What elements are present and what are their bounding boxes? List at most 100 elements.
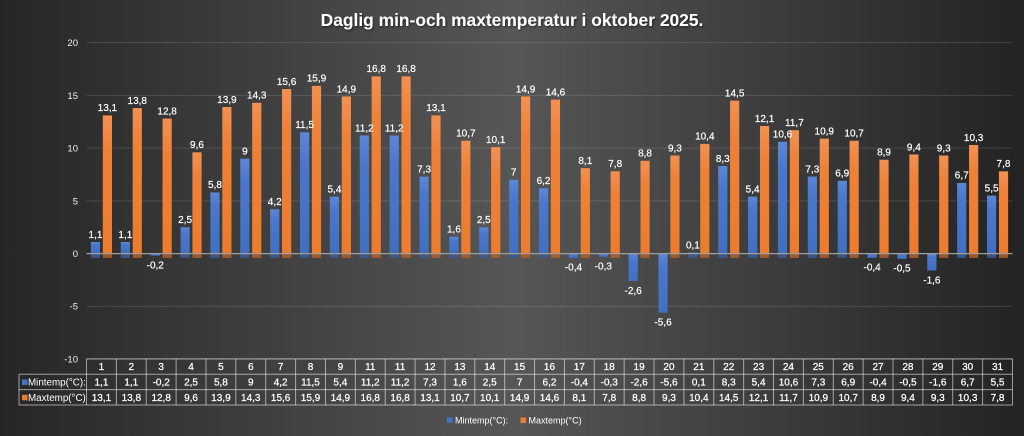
svg-text:7,8: 7,8 bbox=[608, 159, 622, 170]
svg-text:0,1: 0,1 bbox=[692, 377, 706, 388]
svg-text:11,2: 11,2 bbox=[391, 377, 410, 388]
svg-text:6,9: 6,9 bbox=[835, 169, 849, 180]
svg-text:-0,5: -0,5 bbox=[893, 264, 911, 275]
svg-text:14,5: 14,5 bbox=[719, 393, 739, 404]
svg-text:1,6: 1,6 bbox=[453, 377, 467, 388]
svg-text:6,7: 6,7 bbox=[961, 377, 975, 388]
svg-text:13: 13 bbox=[454, 362, 466, 373]
svg-text:8,1: 8,1 bbox=[578, 156, 592, 167]
svg-text:10,6: 10,6 bbox=[779, 377, 799, 388]
svg-text:13,1: 13,1 bbox=[426, 103, 446, 114]
svg-text:4,2: 4,2 bbox=[274, 377, 288, 388]
svg-text:8,3: 8,3 bbox=[716, 154, 730, 165]
svg-text:6,2: 6,2 bbox=[543, 377, 557, 388]
svg-text:Mintemp(°C):: Mintemp(°C): bbox=[455, 415, 508, 425]
svg-text:12: 12 bbox=[424, 362, 436, 373]
svg-text:Maxtemp(°C): Maxtemp(°C) bbox=[28, 393, 86, 404]
svg-text:16,8: 16,8 bbox=[396, 64, 416, 75]
svg-text:10,7: 10,7 bbox=[456, 129, 476, 140]
svg-text:2,5: 2,5 bbox=[483, 377, 497, 388]
svg-text:14,9: 14,9 bbox=[337, 84, 357, 95]
svg-text:8,9: 8,9 bbox=[871, 393, 885, 404]
svg-text:11,2: 11,2 bbox=[385, 123, 404, 134]
svg-text:-0,2: -0,2 bbox=[147, 261, 165, 272]
svg-text:13,1: 13,1 bbox=[92, 393, 112, 404]
svg-text:13,1: 13,1 bbox=[98, 103, 118, 114]
svg-text:10,9: 10,9 bbox=[815, 126, 835, 137]
svg-text:-5,6: -5,6 bbox=[654, 317, 672, 328]
svg-text:10: 10 bbox=[67, 144, 78, 155]
svg-text:11,2: 11,2 bbox=[355, 123, 374, 134]
svg-text:2: 2 bbox=[129, 362, 135, 373]
svg-text:9: 9 bbox=[242, 146, 248, 157]
svg-text:12,8: 12,8 bbox=[157, 106, 177, 117]
svg-text:11,7: 11,7 bbox=[779, 393, 798, 404]
svg-text:10,7: 10,7 bbox=[450, 393, 470, 404]
svg-text:18: 18 bbox=[604, 362, 616, 373]
svg-text:1,6: 1,6 bbox=[447, 225, 461, 236]
svg-text:15,6: 15,6 bbox=[271, 393, 291, 404]
svg-text:8,1: 8,1 bbox=[572, 393, 586, 404]
svg-text:4: 4 bbox=[188, 362, 194, 373]
svg-text:17: 17 bbox=[574, 362, 586, 373]
svg-text:-2,6: -2,6 bbox=[625, 286, 643, 297]
svg-text:26: 26 bbox=[843, 362, 855, 373]
svg-text:8,8: 8,8 bbox=[638, 149, 652, 160]
svg-text:13,9: 13,9 bbox=[217, 95, 237, 106]
svg-text:10,7: 10,7 bbox=[844, 129, 864, 140]
svg-text:12,8: 12,8 bbox=[151, 393, 171, 404]
svg-text:9,4: 9,4 bbox=[901, 393, 915, 404]
svg-text:16,8: 16,8 bbox=[366, 64, 386, 75]
svg-text:11,5: 11,5 bbox=[301, 377, 320, 388]
svg-text:3: 3 bbox=[158, 362, 164, 373]
svg-text:9,3: 9,3 bbox=[931, 393, 945, 404]
svg-text:15: 15 bbox=[514, 362, 526, 373]
svg-text:5,5: 5,5 bbox=[985, 183, 999, 194]
svg-text:9,3: 9,3 bbox=[662, 393, 676, 404]
svg-text:-5,6: -5,6 bbox=[660, 377, 678, 388]
svg-text:14,3: 14,3 bbox=[247, 91, 267, 102]
svg-text:7: 7 bbox=[278, 362, 284, 373]
svg-text:6,2: 6,2 bbox=[537, 176, 551, 187]
svg-text:8,3: 8,3 bbox=[722, 377, 736, 388]
svg-text:15,9: 15,9 bbox=[307, 74, 327, 85]
svg-text:5,8: 5,8 bbox=[214, 377, 228, 388]
svg-text:7,8: 7,8 bbox=[991, 393, 1005, 404]
svg-text:9,3: 9,3 bbox=[937, 143, 951, 154]
svg-text:9: 9 bbox=[338, 362, 344, 373]
svg-text:14,9: 14,9 bbox=[510, 393, 530, 404]
svg-text:22: 22 bbox=[723, 362, 735, 373]
svg-text:28: 28 bbox=[902, 362, 914, 373]
svg-text:5: 5 bbox=[73, 196, 78, 207]
svg-text:2,5: 2,5 bbox=[477, 215, 491, 226]
svg-text:2,5: 2,5 bbox=[184, 377, 198, 388]
svg-text:20: 20 bbox=[67, 38, 78, 49]
svg-text:1,1: 1,1 bbox=[89, 230, 103, 241]
svg-text:24: 24 bbox=[783, 362, 795, 373]
svg-text:-10: -10 bbox=[64, 354, 78, 365]
svg-text:9: 9 bbox=[248, 377, 254, 388]
svg-text:29: 29 bbox=[932, 362, 944, 373]
svg-text:13,1: 13,1 bbox=[420, 393, 440, 404]
svg-text:7,3: 7,3 bbox=[805, 164, 819, 175]
svg-text:0,1: 0,1 bbox=[686, 240, 700, 251]
svg-text:1,1: 1,1 bbox=[94, 377, 108, 388]
svg-text:19: 19 bbox=[634, 362, 646, 373]
svg-text:8: 8 bbox=[308, 362, 314, 373]
svg-text:-0,2: -0,2 bbox=[153, 377, 171, 388]
svg-text:14: 14 bbox=[484, 362, 496, 373]
svg-text:10,4: 10,4 bbox=[695, 132, 715, 143]
svg-text:10,3: 10,3 bbox=[964, 133, 984, 144]
svg-text:8,8: 8,8 bbox=[632, 393, 646, 404]
svg-text:-5: -5 bbox=[70, 302, 78, 313]
svg-text:10,9: 10,9 bbox=[809, 393, 829, 404]
svg-text:5: 5 bbox=[218, 362, 224, 373]
svg-text:16,8: 16,8 bbox=[361, 393, 381, 404]
svg-text:11: 11 bbox=[365, 362, 376, 373]
svg-text:-0,4: -0,4 bbox=[869, 377, 887, 388]
svg-text:5,4: 5,4 bbox=[752, 377, 766, 388]
svg-text:2,5: 2,5 bbox=[178, 215, 192, 226]
svg-text:-0,4: -0,4 bbox=[571, 377, 589, 388]
svg-text:7,3: 7,3 bbox=[811, 377, 825, 388]
svg-text:31: 31 bbox=[992, 362, 1004, 373]
